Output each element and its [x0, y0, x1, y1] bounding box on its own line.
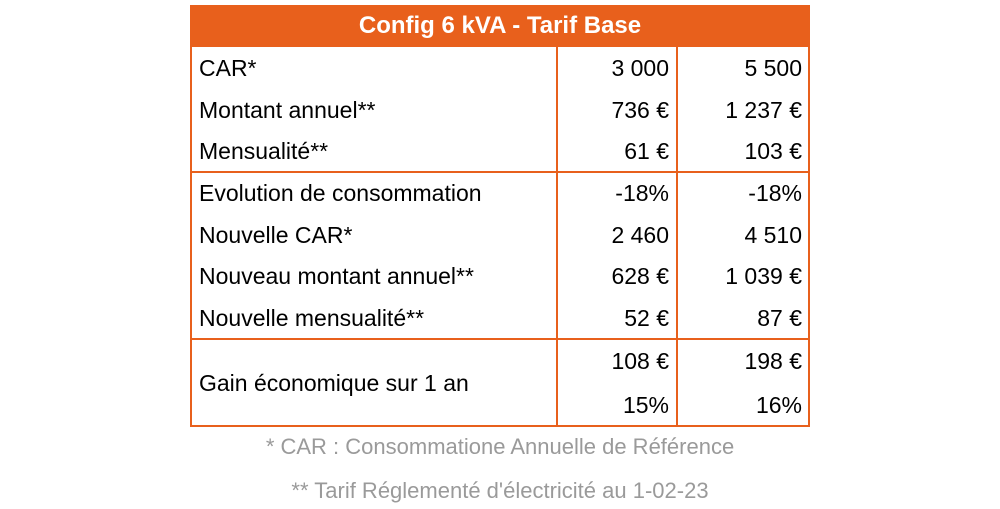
- value-cell: 1 039 €: [725, 263, 802, 290]
- value-cell: 198 €: [744, 347, 802, 374]
- footnote: * CAR : Consommatione Annuelle de Référe…: [265, 434, 735, 459]
- value-cell: 736 €: [611, 96, 669, 123]
- label-cell: Mensualité**: [199, 138, 329, 165]
- group-divider: [190, 171, 810, 174]
- value-cell: 103 €: [744, 138, 802, 165]
- label-cell: Nouveau montant annuel**: [199, 263, 474, 290]
- group-divider: [190, 337, 810, 340]
- column-divider: [556, 338, 558, 427]
- value-cell: 61 €: [624, 138, 669, 165]
- column-divider: [556, 47, 558, 173]
- value-cell: -18%: [748, 179, 802, 206]
- value-cell: 2 460: [611, 221, 669, 248]
- label-cell: Gain économique sur 1 an: [199, 369, 469, 396]
- value-cell: 16%: [755, 391, 802, 418]
- value-cell: -18%: [615, 179, 669, 206]
- value-cell: 1 237 €: [725, 96, 802, 123]
- label-cell: CAR*: [199, 54, 257, 81]
- value-cell: 5 500: [744, 54, 802, 81]
- label-cell: Nouvelle mensualité**: [199, 305, 425, 332]
- column-divider: [676, 47, 678, 173]
- value-cell: 52 €: [624, 305, 669, 332]
- value-cell: 108 €: [611, 347, 669, 374]
- value-cell: 87 €: [757, 305, 802, 332]
- value-cell: 3 000: [611, 54, 669, 81]
- value-cell: 4 510: [744, 221, 802, 248]
- table-title: Config 6 kVA - Tarif Base: [190, 5, 810, 47]
- column-divider: [676, 172, 678, 339]
- value-cell: 15%: [622, 391, 669, 418]
- column-divider: [556, 172, 558, 339]
- footnote: ** Tarif Réglementé d'électricité au 1-0…: [291, 478, 709, 503]
- column-divider: [676, 338, 678, 427]
- label-cell: Montant annuel**: [199, 96, 376, 123]
- label-cell: Nouvelle CAR*: [199, 221, 353, 248]
- label-cell: Evolution de consommation: [199, 179, 482, 206]
- value-cell: 628 €: [611, 263, 669, 290]
